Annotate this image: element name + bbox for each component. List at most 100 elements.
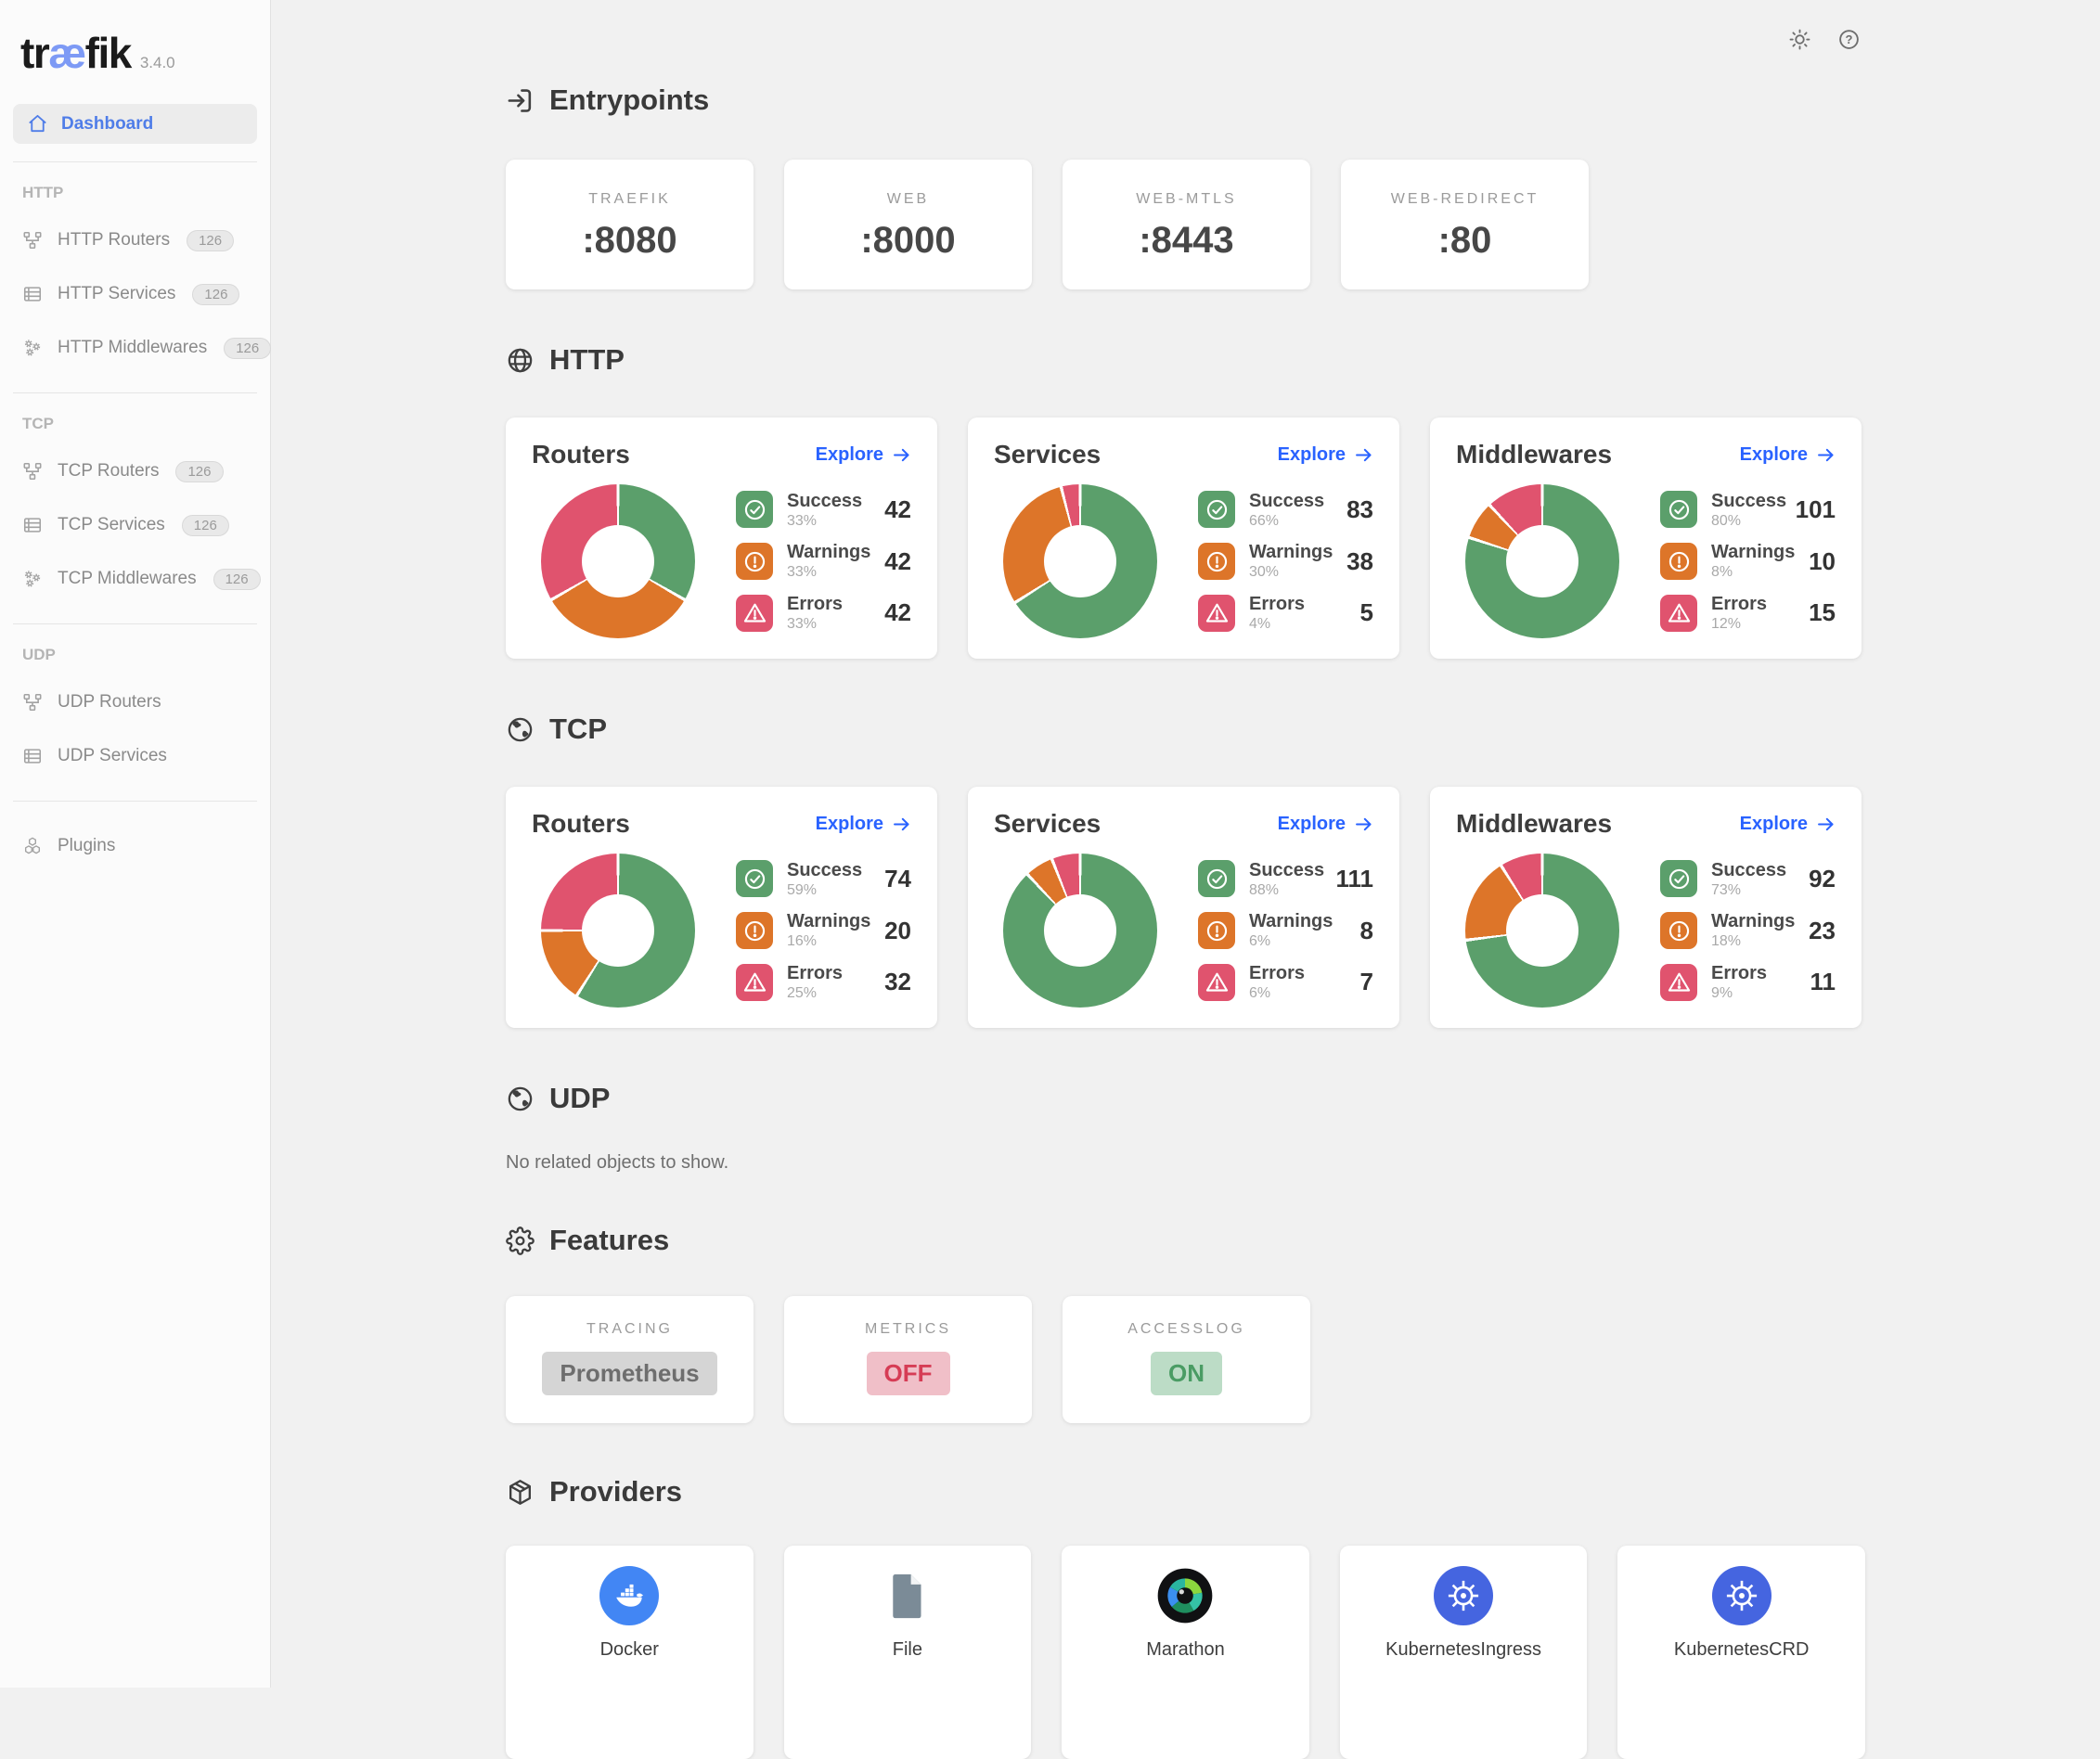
arrow-right-icon <box>1354 445 1373 465</box>
sidebar-item-udp-services[interactable]: UDP Services <box>0 729 270 783</box>
explore-link[interactable]: Explore <box>816 814 911 835</box>
app-version: 3.4.0 <box>140 54 175 72</box>
docker-icon <box>599 1566 659 1625</box>
provider-name: KubernetesCRD <box>1617 1639 1865 1661</box>
home-icon <box>27 113 48 135</box>
check-circle-icon <box>736 860 773 897</box>
arrow-right-icon <box>892 815 911 834</box>
services-icon <box>22 746 43 766</box>
divider <box>13 623 257 624</box>
legend-row-errors: Errors 25% 32 <box>736 963 911 1002</box>
explore-link[interactable]: Explore <box>1278 814 1373 835</box>
legend-count: 42 <box>884 547 911 576</box>
provider-name: KubernetesIngress <box>1340 1639 1588 1661</box>
legend-count: 23 <box>1809 917 1836 945</box>
legend-percent: 25% <box>787 985 843 1002</box>
marathon-icon <box>1155 1566 1215 1625</box>
arrow-right-icon <box>892 445 911 465</box>
entrypoints-icon <box>506 86 535 115</box>
provider-card-kubernetesingress: KubernetesIngress <box>1340 1546 1588 1759</box>
help-icon[interactable]: ? <box>1837 28 1861 51</box>
legend-count: 32 <box>884 968 911 996</box>
provider-card-marathon: Marathon <box>1062 1546 1309 1759</box>
section-heading-tcp: TCP <box>506 713 1865 746</box>
legend-count: 42 <box>884 495 911 524</box>
explore-link[interactable]: Explore <box>1278 444 1373 466</box>
sidebar-group-label-udp: UDP <box>0 642 270 675</box>
card-title: Middlewares <box>1456 809 1612 839</box>
provider-name: Docker <box>506 1639 754 1661</box>
section-title: UDP <box>549 1082 610 1115</box>
legend-count: 5 <box>1360 598 1373 627</box>
explore-label: Explore <box>1740 444 1808 466</box>
logo-text: træfik <box>20 28 131 78</box>
legend-label: Success <box>787 491 862 511</box>
arrow-right-icon <box>1816 815 1836 834</box>
sidebar-group-label-http: HTTP <box>0 180 270 213</box>
sidebar-item-label: UDP Services <box>58 746 167 766</box>
entrypoint-name: WEB-MTLS <box>1063 191 1310 208</box>
check-circle-icon <box>736 491 773 528</box>
legend-count: 38 <box>1346 547 1373 576</box>
theme-toggle-icon[interactable] <box>1788 28 1811 51</box>
explore-link[interactable]: Explore <box>1740 444 1836 466</box>
sidebar-group-label-tcp: TCP <box>0 411 270 444</box>
explore-link[interactable]: Explore <box>816 444 911 466</box>
section-title: TCP <box>549 713 607 746</box>
entrypoint-port: :8080 <box>506 220 754 262</box>
entrypoint-name: TRAEFIK <box>506 191 754 208</box>
sidebar-item-tcp-services[interactable]: TCP Services 126 <box>0 498 270 552</box>
sidebar-item-label: HTTP Middlewares <box>58 338 207 358</box>
legend-percent: 18% <box>1711 933 1795 950</box>
donut-chart <box>541 484 695 638</box>
count-badge: 126 <box>187 230 234 251</box>
explore-label: Explore <box>1740 814 1808 835</box>
provider-card-kubernetescrd: KubernetesCRD <box>1617 1546 1865 1759</box>
donut-chart <box>541 854 695 1008</box>
donut-chart <box>1003 854 1157 1008</box>
explore-link[interactable]: Explore <box>1740 814 1836 835</box>
plugins-icon <box>22 836 43 856</box>
donut-chart <box>1465 854 1619 1008</box>
kubernetes-icon <box>1434 1566 1493 1625</box>
feature-name: ACCESSLOG <box>1063 1321 1310 1338</box>
card-title: Middlewares <box>1456 440 1612 469</box>
sidebar-item-plugins[interactable]: Plugins <box>0 819 270 873</box>
alert-circle-icon <box>1198 543 1235 580</box>
feature-status-badge: OFF <box>867 1352 950 1395</box>
feature-card-metrics: METRICS OFF <box>784 1296 1032 1423</box>
explore-label: Explore <box>1278 444 1346 466</box>
feature-name: METRICS <box>784 1321 1032 1338</box>
legend-label: Success <box>787 860 862 880</box>
sidebar-item-udp-routers[interactable]: UDP Routers <box>0 675 270 729</box>
legend-count: 42 <box>884 598 911 627</box>
legend-percent: 9% <box>1711 985 1767 1002</box>
count-badge: 126 <box>175 461 223 482</box>
sidebar-item-dashboard[interactable]: Dashboard <box>13 104 257 144</box>
globe-earth-icon <box>506 715 535 744</box>
count-badge: 126 <box>182 515 229 536</box>
legend-label: Success <box>1249 491 1324 511</box>
sidebar-item-label: HTTP Services <box>58 284 175 304</box>
legend-label: Errors <box>787 963 843 983</box>
provider-name: File <box>784 1639 1032 1661</box>
alert-circle-icon <box>1660 912 1697 949</box>
sidebar-item-label: TCP Services <box>58 515 165 535</box>
